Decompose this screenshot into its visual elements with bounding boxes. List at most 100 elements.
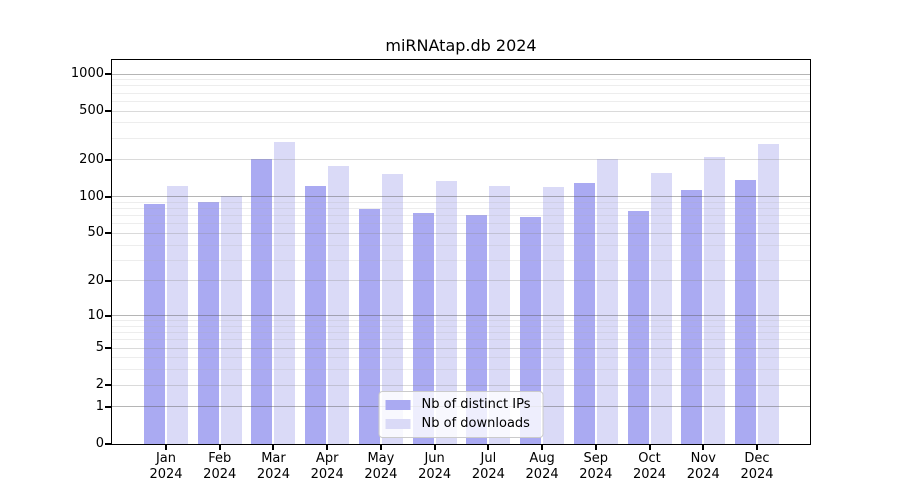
y-tick-label-20: 20 [87,272,104,288]
y-tick-label-50: 50 [87,225,104,241]
bar-distinct-ips-jan [144,204,165,444]
y-tick-label-100: 100 [79,188,104,204]
bar-downloads-oct [650,173,672,444]
legend-label-downloads: Nb of downloads [421,416,530,431]
bar-downloads-dec [758,144,779,444]
y-tick-label-1: 1 [95,398,104,414]
gridline-100 [112,196,810,198]
bar-downloads-mar [274,142,296,444]
bar-downloads-jun [435,181,457,444]
x-tick-mark [702,445,705,450]
bar-distinct-ips-mar [251,159,273,444]
y-tick-label-200: 200 [79,151,104,167]
gridline-500 [112,110,810,112]
y-tick-mark [105,232,111,235]
gridline-6 [112,339,810,341]
gridline-9 [112,320,810,322]
gridline-20 [112,280,810,282]
gridline-200 [112,159,810,161]
x-tick-label-dec: Dec 2024 [740,451,774,482]
x-tick-label-sep: Sep 2024 [579,451,613,482]
bar-distinct-ips-may [358,209,380,444]
x-tick-mark [433,445,436,450]
bar-distinct-ips-feb [197,202,219,444]
x-tick-label-jun: Jun 2024 [418,451,452,482]
bar-downloads-jan [167,186,188,444]
grid-layer [112,60,810,444]
gridline-60 [112,223,810,225]
x-tick-label-jan: Jan 2024 [149,451,183,482]
gridline-700 [112,92,810,94]
y-tick-label-0: 0 [95,436,104,451]
bars-layer [112,60,810,444]
x-tick-label-feb: Feb 2024 [203,451,237,482]
y-tick-mark [105,314,111,317]
y-tick-label-1000: 1000 [70,66,104,81]
x-tick-mark [487,445,490,450]
gridline-70 [112,215,810,217]
gridline-4 [112,357,810,359]
y-tick-mark [105,110,111,113]
legend-swatch-downloads [385,419,411,429]
chart-title: miRNAtap.db 2024 [385,36,537,55]
gridline-800 [112,85,810,87]
bar-distinct-ips-oct [627,211,649,444]
x-tick-label-aug: Aug 2024 [525,451,559,482]
x-tick-mark [541,445,544,450]
gridline-30 [112,259,810,261]
y-tick-mark [105,73,111,75]
gridline-2 [112,384,810,386]
x-tick-label-nov: Nov 2024 [686,451,720,482]
x-tick-mark [165,445,167,450]
x-tick-mark [272,445,275,450]
x-tick-mark [379,445,382,450]
x-tick-mark [756,445,758,450]
gridline-50 [112,232,810,234]
x-tick-label-apr: Apr 2024 [310,451,344,482]
y-tick-mark [105,158,111,161]
bar-distinct-ips-aug [520,217,542,444]
gridline-5 [112,347,810,349]
x-tick-mark [218,445,221,450]
x-tick-label-oct: Oct 2024 [632,451,667,482]
x-tick-label-mar: Mar 2024 [256,451,290,482]
gridline-300 [112,137,810,139]
legend-label-distinct-ips: Nb of distinct IPs [421,397,531,412]
gridline-3 [112,369,810,371]
bar-downloads-aug [543,186,565,444]
y-tick-label-500: 500 [79,103,104,119]
y-tick-label-10: 10 [87,307,104,323]
y-tick-mark [105,347,111,350]
bar-distinct-ips-jul [466,214,488,444]
legend-item-distinct-ips: Nb of distinct IPs [385,397,531,413]
x-tick-mark [648,445,651,450]
bar-distinct-ips-nov [681,190,703,444]
bar-distinct-ips-sep [573,182,595,444]
gridline-7 [112,332,810,334]
gridline-900 [112,79,810,81]
x-tick-label-jul: Jul 2024 [471,451,505,482]
x-tick-mark [594,445,597,450]
x-tick-label-may: May 2024 [364,451,398,482]
legend-swatch-distinct-ips [385,400,411,410]
bar-distinct-ips-dec [735,180,756,444]
bar-downloads-sep [596,159,618,444]
legend: Nb of distinct IPs Nb of downloads [378,391,544,438]
y-tick-mark [105,443,111,445]
y-tick-mark [105,279,111,282]
x-tick-mark [326,445,329,450]
y-tick-label-2: 2 [95,377,104,393]
gridline-8 [112,325,810,327]
y-tick-mark [105,405,111,408]
gridline-600 [112,100,810,102]
bar-distinct-ips-jun [412,213,434,444]
gridline-90 [112,201,810,203]
plot-area: Nb of distinct IPs Nb of downloads [111,59,811,445]
bar-downloads-jul [489,185,511,444]
y-tick-mark [105,195,111,198]
gridline-40 [112,244,810,246]
bar-downloads-feb [220,196,242,444]
bar-downloads-nov [704,156,726,444]
y-tick-mark [105,384,111,387]
